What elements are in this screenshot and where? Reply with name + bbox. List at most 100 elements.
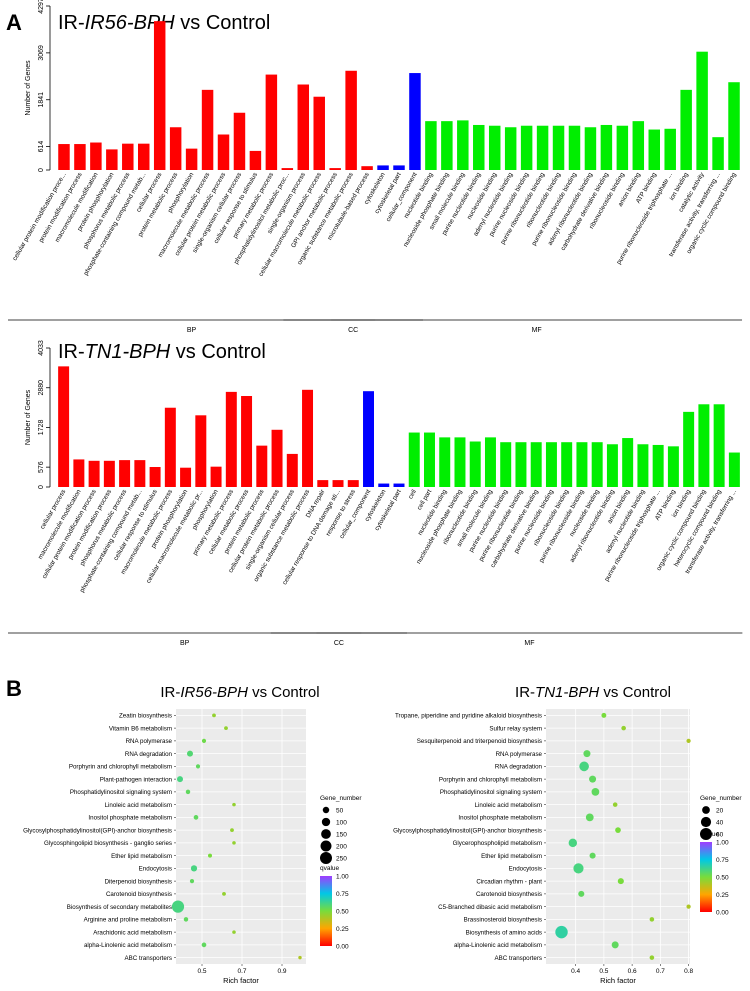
size-legend-label: 20 xyxy=(716,807,724,814)
bubble xyxy=(298,955,302,960)
bar xyxy=(313,96,325,170)
term-label: Zeatin biosynthesis xyxy=(119,713,172,720)
term-label: Arachidonic acid metabolism xyxy=(93,929,172,936)
bar xyxy=(652,444,664,487)
x-tick-label: 0.5 xyxy=(599,968,608,975)
bar xyxy=(536,125,549,170)
color-legend-label: 0.25 xyxy=(336,926,349,933)
bar xyxy=(332,480,344,487)
bar xyxy=(58,366,70,487)
bar xyxy=(241,396,253,487)
go-chart-title: IR-TN1-BPH vs Control xyxy=(58,341,266,363)
bar xyxy=(457,120,469,170)
size-legend-dot xyxy=(320,840,332,852)
kegg-chart-title: IR-TN1-BPH vs Control xyxy=(515,684,671,701)
bar xyxy=(530,442,542,487)
term-label: Phosphatidylinositol signaling system xyxy=(440,789,542,796)
category-label: cell xyxy=(407,489,418,501)
bubble xyxy=(208,853,212,858)
bubble xyxy=(686,738,691,743)
x-tick-label: 0.8 xyxy=(684,968,693,975)
bubble xyxy=(686,904,691,909)
group-label: CC xyxy=(334,640,344,647)
bar xyxy=(106,149,118,170)
go-chart-title: IR-IR56-BPH vs Control xyxy=(58,12,270,34)
color-legend-label: 0.75 xyxy=(336,891,349,898)
title-italic: TN1-BPH xyxy=(85,341,171,363)
plot-background xyxy=(546,709,690,964)
term-label: Brassinosteroid biosynthesis xyxy=(464,917,542,924)
y-tick-label: 4033 xyxy=(38,340,45,356)
bar xyxy=(504,127,517,170)
color-legend-label: 1.00 xyxy=(716,839,729,846)
bar xyxy=(119,460,131,487)
group-label: MF xyxy=(532,327,542,334)
group-label: BP xyxy=(187,327,197,334)
bubble xyxy=(573,863,584,874)
bubble xyxy=(589,775,597,783)
x-axis-label: Rich factor xyxy=(223,976,259,985)
title-suffix: vs Control xyxy=(599,684,671,701)
bar xyxy=(169,127,182,170)
bar xyxy=(698,404,710,487)
bubble xyxy=(230,828,234,833)
term-label: Ether lipid metabolism xyxy=(111,853,172,860)
y-tick-label: 0 xyxy=(38,485,45,489)
bar xyxy=(201,89,214,170)
group-label: CC xyxy=(348,327,358,334)
bubble xyxy=(585,813,594,822)
x-axis-label: Rich factor xyxy=(600,976,636,985)
bar xyxy=(185,148,198,170)
bubble xyxy=(621,725,626,731)
bar xyxy=(149,467,161,487)
title-italic: IR56-BPH xyxy=(85,12,176,34)
bar xyxy=(317,480,329,487)
panel-b-letter: B xyxy=(6,676,22,701)
y-tick-label: 2880 xyxy=(38,380,45,396)
size-legend-label: 50 xyxy=(336,807,344,814)
bar xyxy=(217,134,230,170)
color-legend-label: 0.50 xyxy=(716,874,729,881)
panel-a-letter: A xyxy=(6,10,22,35)
kegg-chart-2: IR-TN1-BPH vs Control Tropane, piperidine… xyxy=(393,684,742,985)
x-tick-label: 0.7 xyxy=(656,968,665,975)
term-label: Biosynthesis of amino acids xyxy=(466,929,542,936)
bar xyxy=(409,73,421,170)
title-suffix: vs Control xyxy=(175,12,271,34)
y-tick-label: 4297 xyxy=(38,0,45,14)
title-italic: IR56-BPH xyxy=(180,684,248,701)
bar xyxy=(164,407,176,487)
bubble xyxy=(177,776,183,783)
bar xyxy=(377,165,389,170)
term-label: Tropane, piperidine and pyridine alkaloi… xyxy=(395,713,542,720)
bar xyxy=(696,51,708,171)
bubble xyxy=(589,852,596,859)
bar xyxy=(600,124,613,170)
kegg-chart-1: IR-IR56-BPH vs Control Zeatin biosynthesi… xyxy=(23,684,362,985)
kegg-chart-title: IR-IR56-BPH vs Control xyxy=(160,684,319,701)
bar xyxy=(637,444,649,487)
size-legend-label: 40 xyxy=(716,819,724,826)
size-legend-label: 200 xyxy=(336,843,347,850)
term-label: Diterpenoid biosynthesis xyxy=(105,878,172,885)
term-label: Glycerophospholipid metabolism xyxy=(453,840,542,847)
bubble xyxy=(212,713,216,718)
y-tick-label: 1841 xyxy=(38,92,45,108)
bar xyxy=(606,444,618,487)
term-label: Linoleic acid metabolism xyxy=(475,802,542,809)
x-tick-label: 0.4 xyxy=(571,968,580,975)
bar xyxy=(225,391,237,487)
color-legend-label: 0.00 xyxy=(336,943,349,950)
y-tick-label: 0 xyxy=(38,168,45,172)
bar xyxy=(664,128,676,170)
term-label: Ether lipid metabolism xyxy=(481,853,542,860)
term-label: Circadian rhythm - plant xyxy=(476,878,542,885)
title-prefix: IR- xyxy=(515,684,535,701)
term-label: ABC transporters xyxy=(125,955,172,962)
bar xyxy=(329,168,341,170)
term-label: Porphyrin and chlorophyll metabolism xyxy=(439,776,542,783)
panel-a-go-charts: IR-IR56-BPH vs Control0614184130694297Nu… xyxy=(8,0,743,647)
color-legend-label: 0.00 xyxy=(716,909,729,916)
